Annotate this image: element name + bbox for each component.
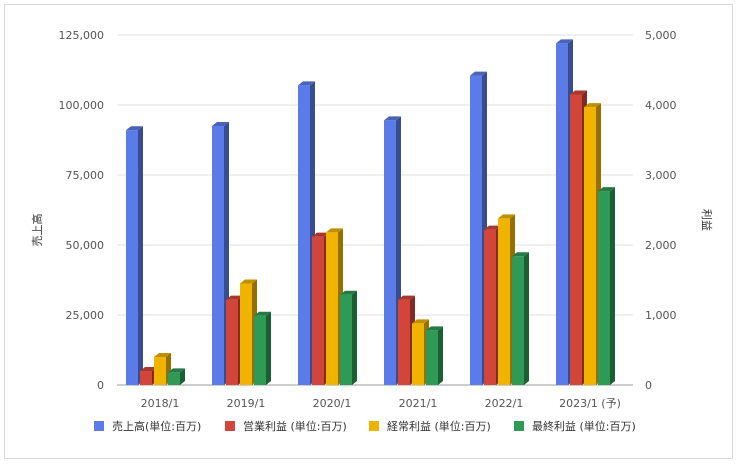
legend-swatch-2 <box>225 421 235 431</box>
right-axis-tick-label: 1,000 <box>645 309 677 322</box>
left-axis-tick-label: 75,000 <box>66 169 105 182</box>
legend-label-4: 最終利益 (単位:百万) <box>532 419 636 433</box>
legend-swatch-1 <box>94 421 104 431</box>
right-axis-tick-label: 4,000 <box>645 99 677 112</box>
bar-4-2 <box>254 311 271 385</box>
category-label: 2018/1 <box>141 397 180 410</box>
left-axis-tick-label: 100,000 <box>59 99 105 112</box>
category-label: 2020/1 <box>313 397 352 410</box>
left-axis-title: 売上高 <box>30 214 44 247</box>
bar-4-4 <box>426 326 443 385</box>
right-axis-tick-label: 0 <box>645 379 652 392</box>
bar-3-1 <box>154 353 171 385</box>
right-axis-tick-label: 3,000 <box>645 169 677 182</box>
legend-swatch-4 <box>514 421 524 431</box>
right-axis-tick-label: 2,000 <box>645 239 677 252</box>
right-axis-tick-label: 5,000 <box>645 29 677 42</box>
legend-label-1: 売上高(単位:百万) <box>112 419 201 433</box>
bar-4-3 <box>340 290 357 385</box>
category-label: 2019/1 <box>227 397 266 410</box>
left-axis-tick-label: 125,000 <box>59 29 105 42</box>
category-label: 2021/1 <box>399 397 438 410</box>
category-label: 2022/1 <box>485 397 524 410</box>
bar-4-1 <box>168 368 185 385</box>
left-axis-tick-label: 25,000 <box>66 309 105 322</box>
category-label: 2023/1 (予) <box>559 397 621 410</box>
bar-4-6 <box>598 187 615 385</box>
left-axis-tick-label: 50,000 <box>66 239 105 252</box>
legend-swatch-3 <box>369 421 379 431</box>
bar-1-1 <box>126 126 143 385</box>
bar-4-5 <box>512 252 529 385</box>
legend-label-3: 経常利益 (単位:百万) <box>387 419 491 433</box>
left-axis-tick-label: 0 <box>97 379 104 392</box>
legend-label-2: 営業利益 (単位:百万) <box>243 419 347 433</box>
right-axis-title: 利益 <box>700 209 714 231</box>
